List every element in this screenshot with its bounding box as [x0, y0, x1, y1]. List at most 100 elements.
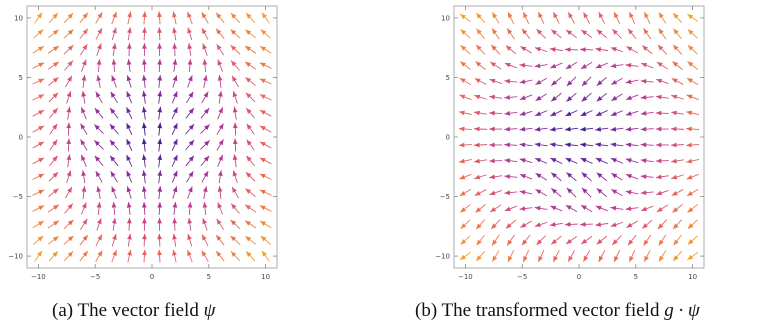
- arrow-head: [126, 170, 132, 177]
- arrow-head: [53, 220, 59, 226]
- arrow-head: [658, 12, 664, 19]
- arrow-head: [187, 27, 192, 34]
- arrow-head: [551, 80, 558, 86]
- arrow-head: [232, 91, 238, 98]
- arrow-head: [246, 108, 252, 114]
- arrow-head: [172, 217, 178, 224]
- arrow-head: [218, 154, 223, 161]
- arrow-head: [141, 90, 147, 97]
- arrow-head: [504, 94, 511, 100]
- arrow-head: [505, 45, 512, 51]
- arrow-head: [232, 170, 238, 177]
- arrow-head: [566, 80, 573, 87]
- arrow-head: [96, 186, 102, 193]
- arrow-head: [245, 46, 251, 52]
- arrow-head: [504, 206, 511, 212]
- arrow-head: [82, 218, 88, 225]
- arrow-head: [245, 29, 252, 36]
- arrow-head: [246, 123, 252, 130]
- arrow-head: [536, 239, 543, 245]
- arrow-head: [157, 27, 162, 33]
- arrow-head: [141, 170, 147, 177]
- arrow-head: [504, 78, 511, 84]
- arrow-head: [534, 63, 541, 69]
- arrow-field: [458, 11, 700, 263]
- arrow-head: [260, 235, 267, 242]
- arrow-head: [564, 221, 571, 227]
- arrow-head: [38, 62, 45, 68]
- arrow-head: [172, 170, 178, 177]
- arrow-head: [38, 94, 45, 100]
- arrow-head: [127, 11, 132, 18]
- arrow-head: [52, 92, 59, 99]
- arrow-head: [259, 141, 266, 147]
- arrow-head: [260, 46, 267, 52]
- arrow-head: [38, 125, 45, 131]
- arrow-head: [625, 174, 632, 179]
- arrow-head: [157, 74, 163, 81]
- arrow-head: [188, 124, 195, 130]
- arrow-head: [595, 222, 602, 227]
- y-tick-label: 0: [446, 134, 450, 142]
- arrow-head: [504, 190, 511, 196]
- arrow-head: [671, 158, 677, 164]
- arrow-head: [246, 155, 252, 162]
- arrow-head: [67, 251, 74, 257]
- arrow-head: [566, 187, 573, 194]
- x-tick-label: 0: [577, 273, 581, 281]
- arrow-head: [658, 28, 664, 35]
- caption-b-math: g · ψ: [664, 300, 700, 321]
- arrow-head: [157, 11, 162, 18]
- arrow-head: [672, 207, 679, 213]
- arrow-head: [157, 43, 162, 49]
- caption-b-text: (b) The transformed vector field: [415, 300, 665, 321]
- arrow-head: [610, 222, 617, 227]
- arrow-head: [460, 254, 466, 260]
- arrow-head: [126, 123, 132, 130]
- arrow-head: [551, 29, 558, 36]
- arrow-head: [521, 239, 528, 246]
- arrow-head: [52, 13, 58, 19]
- arrow-head: [203, 155, 210, 162]
- arrow-head: [127, 249, 132, 256]
- arrow-head: [111, 186, 117, 193]
- arrow-head: [507, 12, 513, 19]
- arrow-head: [460, 239, 467, 245]
- arrow-head: [670, 142, 677, 148]
- arrow-head: [490, 62, 497, 68]
- arrow-head: [53, 46, 59, 52]
- arrow-head: [259, 157, 266, 163]
- arrow-head: [644, 255, 649, 262]
- arrow-head: [644, 12, 649, 19]
- arrow-head: [245, 204, 252, 210]
- arrow-head: [596, 80, 603, 86]
- arrow-head: [52, 172, 59, 178]
- arrow-head: [172, 59, 178, 65]
- arrow-head: [519, 126, 526, 132]
- arrow-head: [505, 223, 512, 229]
- arrow-head: [519, 174, 526, 179]
- arrow-head: [187, 43, 193, 50]
- arrow-head: [596, 29, 603, 36]
- arrow-head: [655, 94, 662, 100]
- arrow-head: [673, 255, 679, 261]
- arrow-head: [640, 142, 647, 148]
- arrow-head: [625, 95, 632, 100]
- arrow-head: [519, 79, 526, 84]
- arrow-head: [475, 61, 482, 67]
- arrow-head: [141, 186, 147, 192]
- arrow-head: [550, 63, 557, 69]
- arrow-head: [611, 189, 618, 195]
- arrow-head: [157, 122, 163, 129]
- arrow-head: [202, 59, 208, 65]
- arrow-head: [230, 219, 237, 226]
- arrow-head: [67, 60, 73, 67]
- y-tick-label: −5: [440, 193, 450, 201]
- arrow-head: [94, 124, 100, 131]
- arrow-head: [259, 94, 266, 100]
- arrow-head: [672, 61, 679, 67]
- arrow-head: [640, 126, 647, 132]
- arrow-head: [550, 205, 557, 211]
- x-tick-label: 0: [150, 273, 154, 281]
- arrow-head: [535, 158, 542, 163]
